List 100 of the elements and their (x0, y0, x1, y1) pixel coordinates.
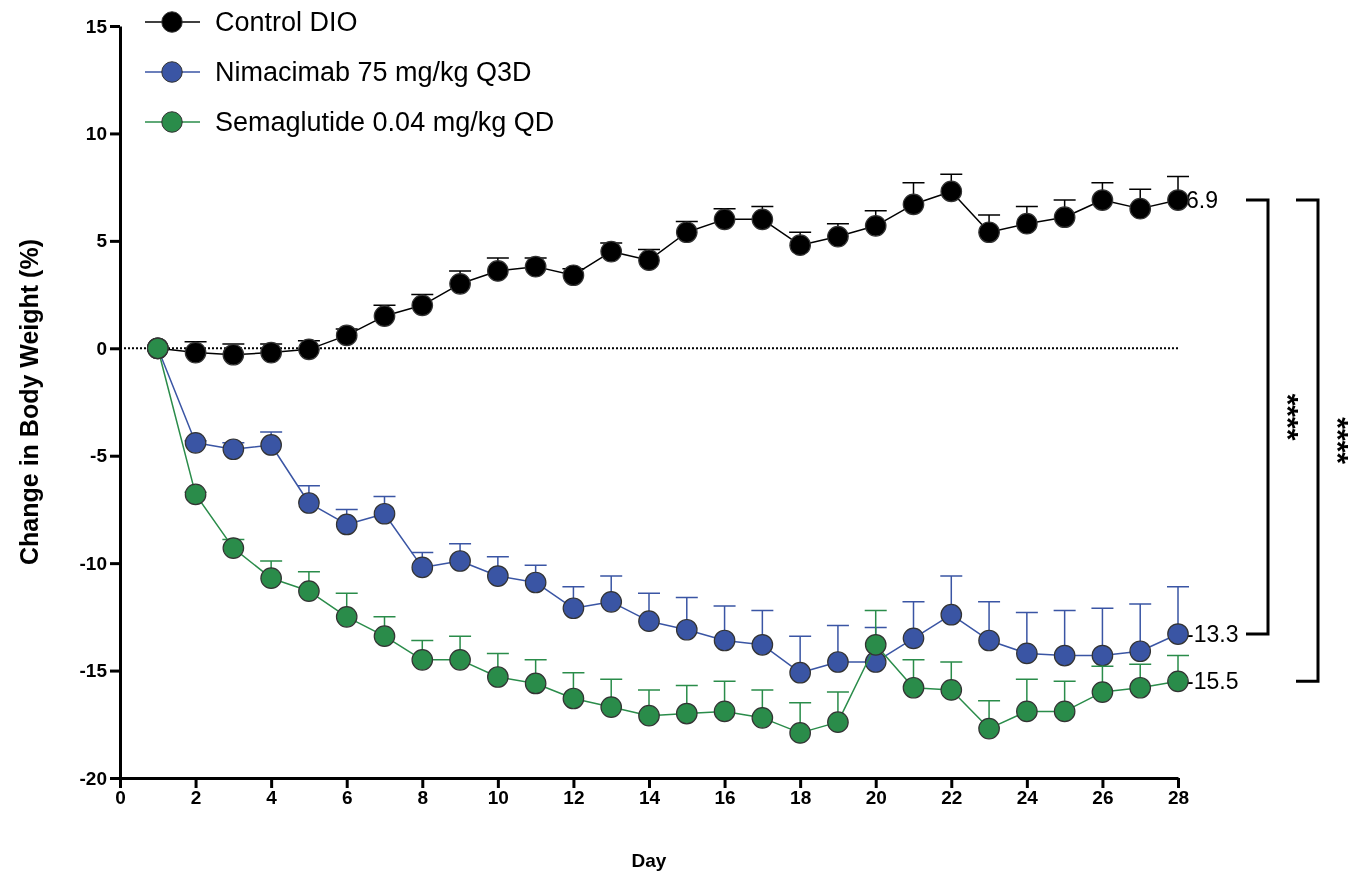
point (411, 556, 434, 579)
x-tick-label: 4 (266, 787, 278, 809)
point (1167, 189, 1189, 211)
x-tick-label: 2 (190, 787, 202, 809)
point (1091, 681, 1114, 703)
point (600, 240, 623, 263)
point (713, 208, 736, 231)
point (940, 180, 963, 203)
x-tick-label: 6 (341, 787, 353, 809)
point (524, 672, 547, 695)
y-tick-label: -10 (79, 552, 107, 574)
point (978, 221, 1000, 244)
point (1129, 676, 1152, 699)
point (1129, 197, 1152, 220)
point (298, 580, 320, 602)
point (600, 696, 623, 718)
point (184, 483, 207, 506)
point (335, 606, 358, 628)
point (487, 260, 509, 282)
point (940, 679, 963, 701)
point (524, 571, 547, 594)
y-tick-label: 10 (85, 123, 107, 145)
point (789, 661, 811, 684)
point (1167, 623, 1189, 645)
point (411, 649, 434, 671)
y-axis-title: Change in Body Weight (%) (15, 239, 43, 565)
point (638, 704, 660, 727)
point (789, 722, 811, 744)
legend-label: Nimacimab 75 mg/kg Q3D (215, 57, 532, 87)
point (373, 502, 396, 525)
point (562, 264, 585, 287)
point (335, 324, 358, 347)
point (902, 676, 925, 699)
legend-label: Control DIO (215, 7, 358, 37)
point (1053, 644, 1076, 667)
point (1016, 212, 1038, 235)
x-tick-label: 14 (638, 787, 661, 809)
point (1167, 670, 1189, 693)
point (978, 629, 1000, 652)
point (940, 603, 963, 626)
point (864, 214, 887, 237)
point (1016, 700, 1038, 723)
point (600, 590, 623, 613)
point (902, 627, 925, 650)
y-tick-label: 15 (85, 15, 108, 37)
x-tick-label: 12 (563, 787, 585, 809)
point (638, 610, 660, 632)
x-tick-label: 24 (1016, 787, 1039, 809)
data-label: 6.9 (1186, 187, 1218, 214)
point (373, 625, 396, 648)
point (335, 513, 358, 536)
point (562, 687, 585, 710)
point (1016, 642, 1038, 665)
x-tick-label: 8 (417, 787, 429, 809)
point (260, 434, 282, 456)
point (1091, 189, 1114, 211)
point (222, 438, 245, 461)
point (298, 338, 320, 361)
point (449, 550, 471, 572)
point (789, 234, 811, 256)
point (298, 492, 320, 514)
point (487, 565, 509, 587)
y-tick-label: 0 (96, 337, 107, 359)
x-axis-title: Day (631, 850, 667, 871)
text: **** (1272, 393, 1305, 441)
data-label: -13.3 (1186, 621, 1239, 648)
point (524, 255, 547, 278)
x-tick-label: 0 (115, 787, 126, 809)
point (222, 537, 245, 559)
point (184, 431, 207, 454)
y-tick-label: -15 (79, 660, 108, 682)
x-tick-label: 22 (941, 787, 963, 809)
x-tick-label: 20 (865, 787, 887, 809)
x-tick-label: 28 (1167, 787, 1190, 809)
text: **** (1322, 417, 1355, 465)
x-tick-label: 18 (790, 787, 812, 809)
point (713, 700, 736, 723)
x-tick-label: 16 (714, 787, 736, 809)
point (562, 597, 585, 620)
point (675, 618, 698, 641)
point (1053, 700, 1076, 723)
point (675, 702, 698, 725)
x-tick-label: 26 (1092, 787, 1114, 809)
point (751, 707, 774, 729)
point (638, 249, 660, 272)
point (751, 633, 774, 656)
data-label: -15.5 (1186, 668, 1239, 695)
point (222, 343, 245, 366)
point (1091, 644, 1114, 667)
y-tick-label: -5 (90, 445, 108, 467)
point (1129, 640, 1152, 663)
point (827, 225, 849, 248)
point (449, 649, 471, 671)
point (487, 666, 509, 688)
legend-label: Semaglutide 0.04 mg/kg QD (215, 107, 555, 137)
point (260, 567, 282, 590)
point (751, 208, 774, 231)
y-tick-label: 5 (96, 230, 108, 252)
point (449, 273, 471, 295)
point (827, 651, 849, 673)
